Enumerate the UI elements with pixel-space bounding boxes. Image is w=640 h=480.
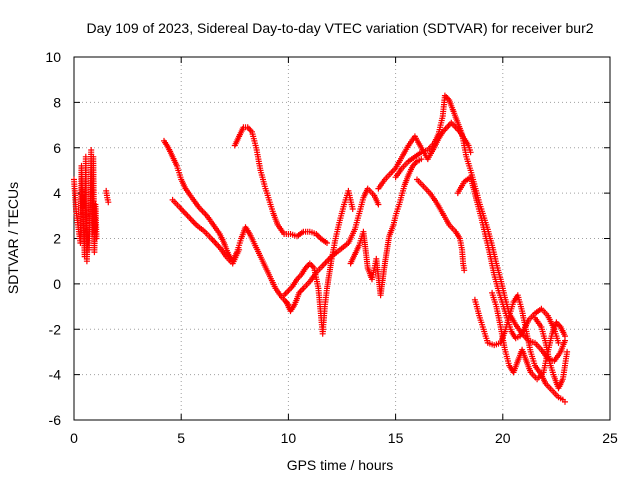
x-axis-label: GPS time / hours: [287, 457, 394, 473]
y-tick-label: -6: [49, 412, 62, 428]
x-tick-label: 15: [388, 430, 404, 446]
y-axis-label: SDTVAR / TECUs: [5, 182, 21, 294]
x-tick-label: 20: [495, 430, 511, 446]
y-tick-label: 6: [53, 140, 61, 156]
data-markers: [161, 137, 292, 308]
series-s8: [347, 156, 425, 299]
data-markers: [103, 187, 112, 206]
x-tick-label: 5: [177, 430, 185, 446]
data-markers: [532, 314, 571, 392]
chart-title: Day 109 of 2023, Sidereal Day-to-day VTE…: [86, 20, 593, 36]
data-markers: [169, 196, 243, 267]
series-s7: [283, 185, 382, 315]
data-markers: [471, 292, 568, 405]
data-markers: [231, 124, 330, 246]
series-s11: [414, 176, 468, 274]
data-layer: [71, 92, 571, 405]
y-tick-label: 8: [53, 94, 61, 110]
data-markers: [71, 147, 100, 265]
series-s2: [103, 187, 112, 206]
x-tick-label: 25: [602, 430, 618, 446]
series-s12: [454, 174, 562, 346]
y-tick-label: 2: [53, 231, 61, 247]
series-s1: [71, 147, 100, 265]
y-tick-label: 4: [53, 185, 61, 201]
series-s4: [169, 196, 243, 267]
y-tick-label: 10: [45, 49, 61, 65]
data-markers: [347, 156, 425, 299]
ticks-layer: 0 5 10 15 20 25 -6 -4 -2 0 2 4 6 8 10: [45, 49, 618, 446]
grid-layer: [74, 57, 610, 420]
data-markers: [414, 176, 468, 274]
data-markers: [283, 185, 382, 315]
y-tick-label: -2: [49, 321, 62, 337]
y-tick-label: -4: [49, 367, 62, 383]
series-s6: [281, 187, 356, 337]
data-markers: [281, 187, 356, 337]
y-tick-label: 0: [53, 276, 61, 292]
x-tick-label: 10: [281, 430, 297, 446]
series-s3: [161, 137, 292, 308]
series-s5: [231, 124, 330, 246]
series-s15: [532, 314, 571, 392]
x-tick-label: 0: [70, 430, 78, 446]
series-s13: [471, 292, 568, 405]
data-markers: [454, 174, 562, 346]
